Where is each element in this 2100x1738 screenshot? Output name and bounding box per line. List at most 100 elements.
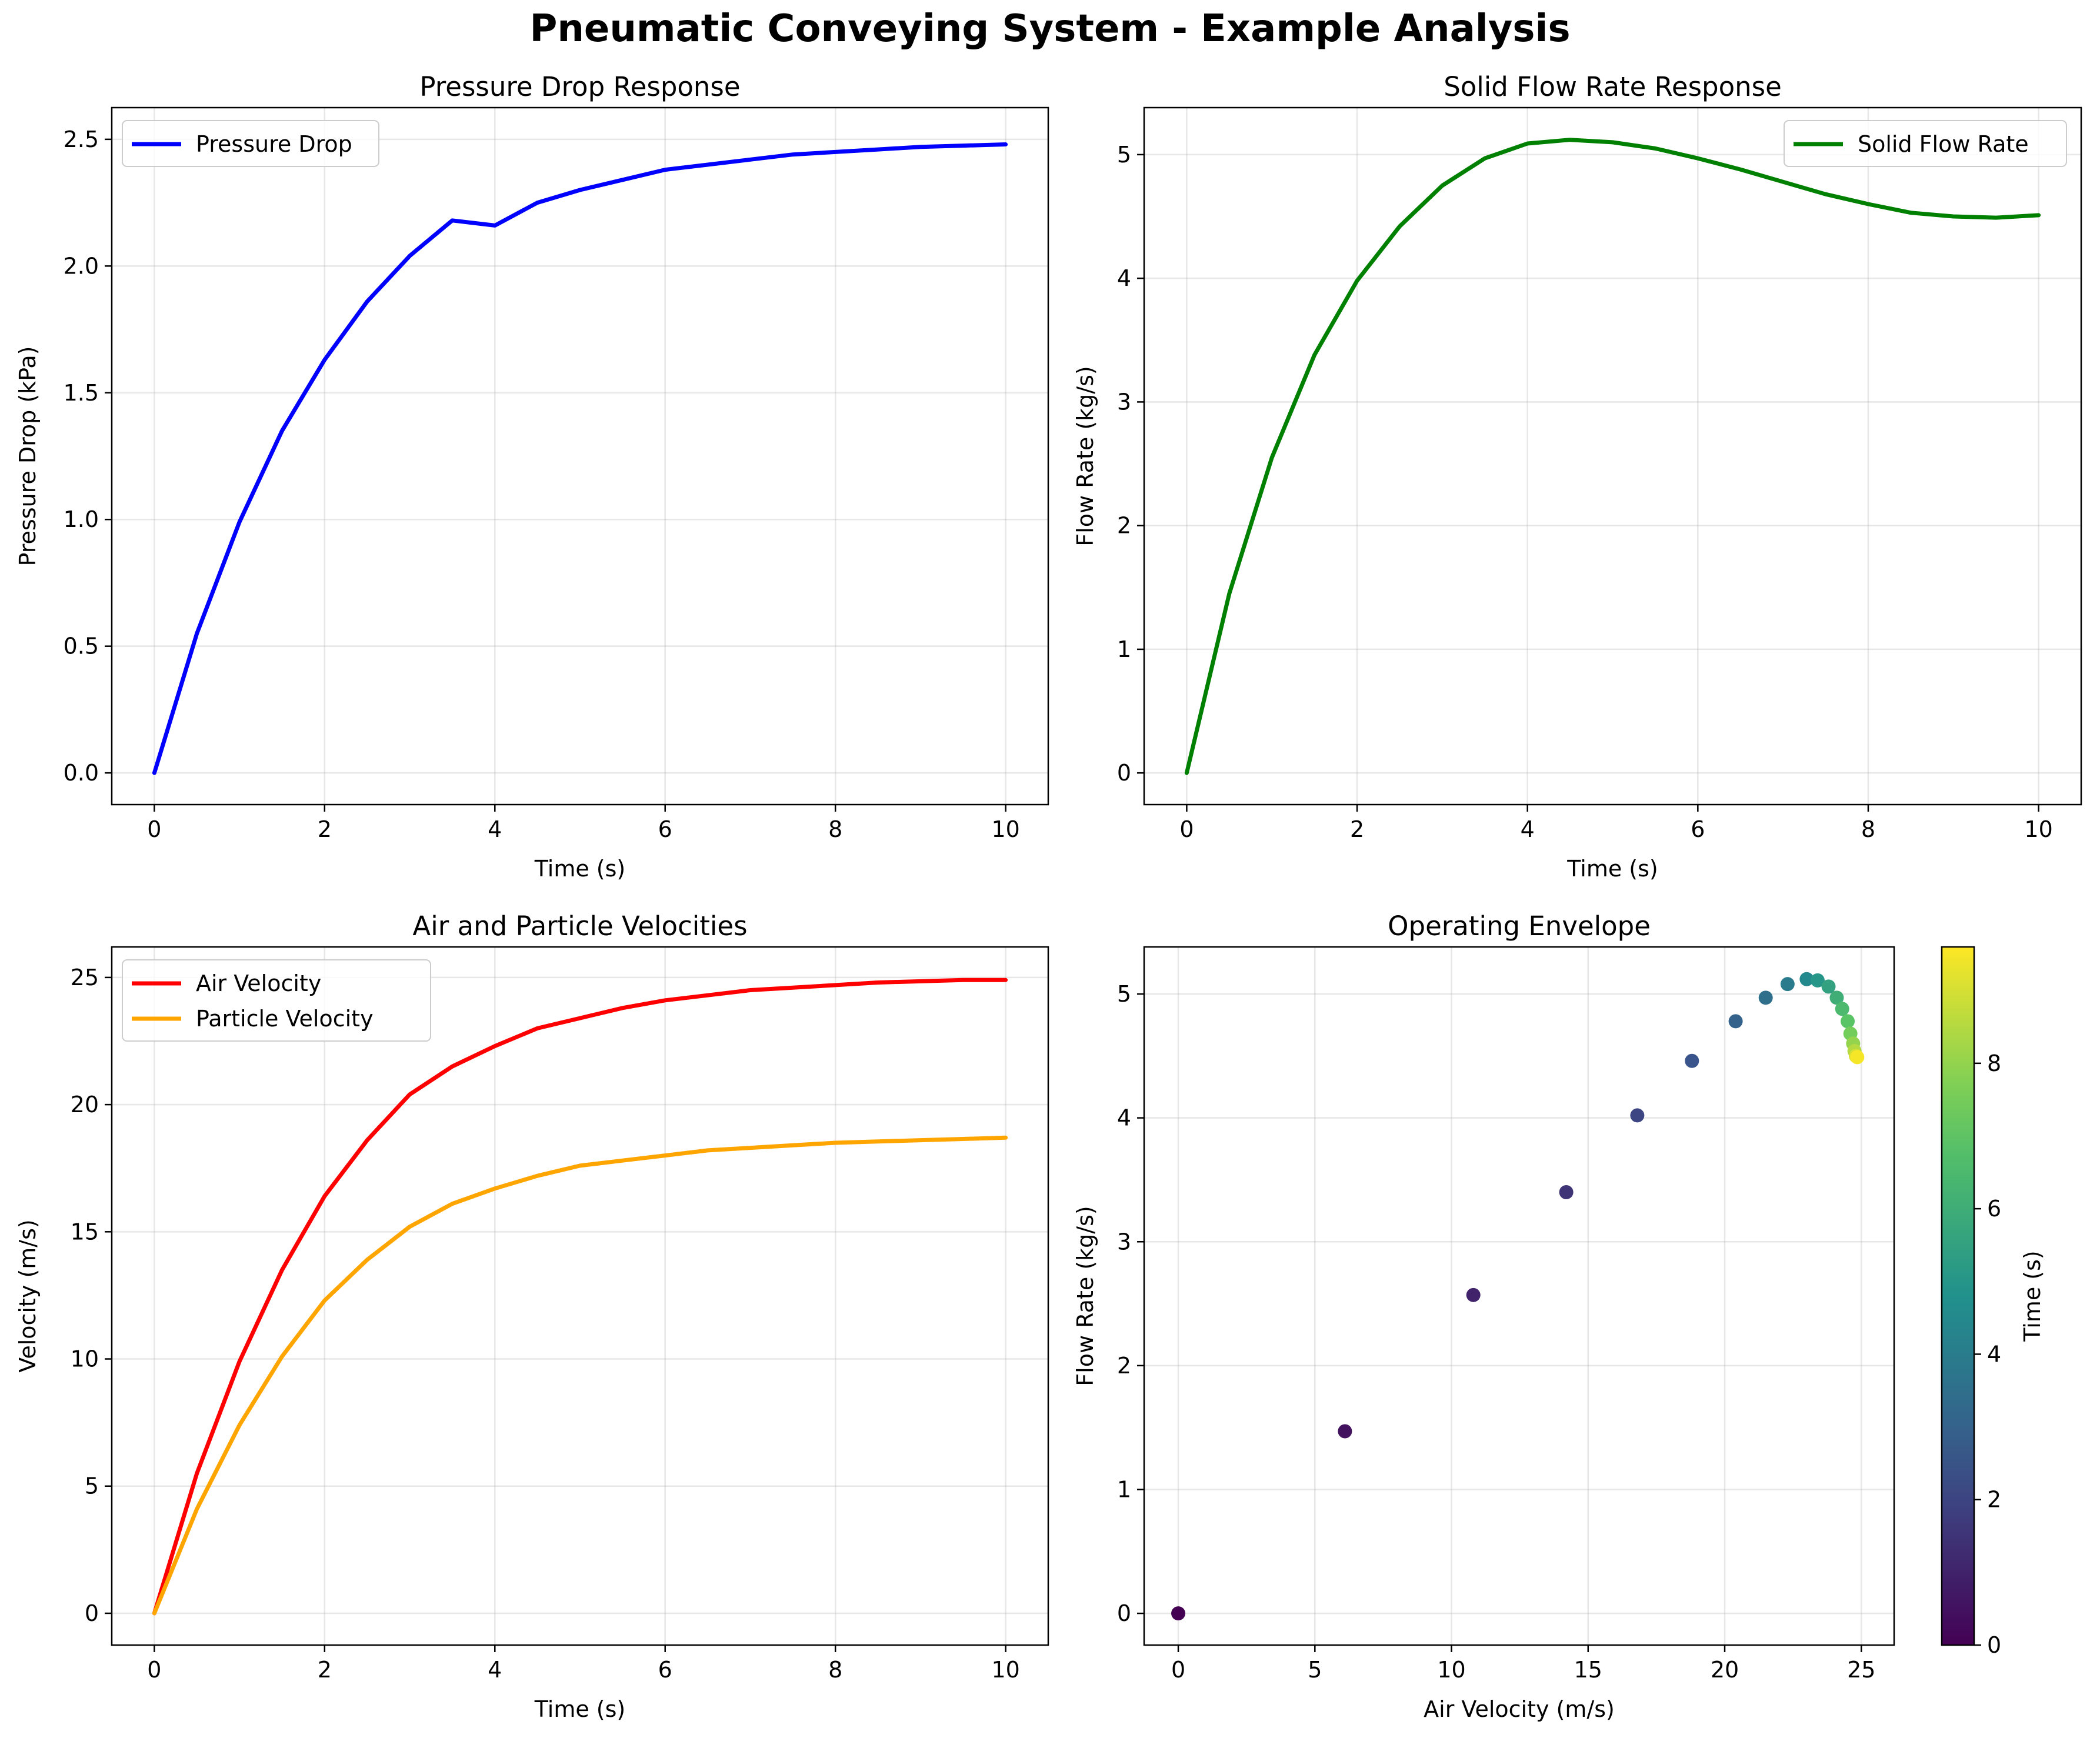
- x-tick-label: 8: [828, 1657, 842, 1683]
- x-tick-label: 4: [488, 816, 502, 842]
- y-axis-label: Velocity (m/s): [15, 1219, 41, 1372]
- axes-frame: [1143, 946, 1895, 1646]
- x-tick-label: 5: [1308, 1657, 1322, 1683]
- y-tick-label: 0: [1117, 1600, 1131, 1626]
- y-tick-label: 1: [1117, 636, 1131, 662]
- x-tick-label: 6: [1691, 816, 1705, 842]
- x-tick-label: 2: [1350, 816, 1364, 842]
- y-tick-label: 3: [1117, 1229, 1131, 1255]
- x-tick-label: 6: [658, 816, 672, 842]
- x-tick-label: 2: [318, 1657, 332, 1683]
- scatter-point: [1171, 1606, 1186, 1621]
- colorbar-label: Time (s): [2019, 1250, 2045, 1342]
- legend-label: Particle Velocity: [196, 1006, 374, 1032]
- chart-title: Solid Flow Rate Response: [1444, 71, 1782, 102]
- x-tick-label: 10: [2024, 816, 2052, 842]
- x-tick-label: 8: [1861, 816, 1875, 842]
- y-tick-label: 5: [85, 1473, 99, 1499]
- scatter-point: [1630, 1108, 1645, 1123]
- x-tick-label: 10: [1437, 1657, 1465, 1683]
- x-tick-label: 20: [1711, 1657, 1739, 1683]
- y-tick-label: 1.0: [64, 506, 99, 532]
- axes-frame: [111, 946, 1049, 1646]
- series-line-1: [1184, 138, 2041, 775]
- y-tick-label: 25: [71, 965, 99, 990]
- x-axis-label: Time (s): [534, 856, 626, 882]
- x-tick-label: 2: [318, 816, 332, 842]
- y-tick-label: 4: [1117, 1105, 1131, 1131]
- colorbar: [1941, 946, 1975, 1646]
- colorbar-tick-label: 4: [1987, 1341, 2001, 1367]
- y-tick-label: 3: [1117, 389, 1131, 415]
- x-axis-label: Time (s): [534, 1696, 626, 1722]
- axes-frame: [111, 106, 1049, 806]
- legend-label: Air Velocity: [196, 970, 321, 996]
- legend-box: [122, 120, 379, 167]
- x-axis-label: Time (s): [1566, 856, 1658, 882]
- legend-box: [122, 959, 431, 1042]
- chart-2: 0 2 4 6 8 10 0 1 2 3 4 5 Solid Flow Rate Response Tim…: [1072, 71, 2082, 882]
- x-tick-label: 4: [1521, 816, 1535, 842]
- scatter-point: [1829, 990, 1844, 1005]
- y-tick-label: 2.0: [64, 253, 99, 279]
- x-tick-label: 6: [658, 1657, 672, 1683]
- y-tick-label: 4: [1117, 265, 1131, 291]
- scatter-point: [1780, 977, 1795, 992]
- series-line-1: [152, 978, 1008, 1616]
- series-line-2: [152, 1135, 1008, 1616]
- x-tick-label: 10: [991, 816, 1019, 842]
- y-axis-label: Flow Rate (kg/s): [1072, 1206, 1098, 1386]
- chart-title: Operating Envelope: [1388, 910, 1651, 942]
- y-axis-label: Pressure Drop (kPa): [15, 346, 41, 566]
- y-tick-label: 0: [85, 1600, 99, 1626]
- scatter-point: [1466, 1287, 1481, 1302]
- y-tick-label: 0: [1117, 760, 1131, 786]
- scatter-point: [1821, 979, 1836, 994]
- legend-label: Pressure Drop: [196, 131, 352, 157]
- x-tick-label: 15: [1574, 1657, 1602, 1683]
- scatter-point: [1685, 1053, 1699, 1068]
- y-tick-label: 0.0: [64, 760, 99, 786]
- colorbar-tick-label: 2: [1987, 1487, 2001, 1513]
- x-tick-label: 4: [488, 1657, 502, 1683]
- legend-box: [1784, 120, 2067, 167]
- chart-4: 0 5 10 15 20 25 0 1 2 3 4 5 Operating Envelope Air Ve…: [1072, 910, 2045, 1722]
- scatter-point: [1559, 1185, 1574, 1200]
- chart-title: Air and Particle Velocities: [412, 910, 747, 942]
- y-tick-label: 0.5: [64, 633, 99, 659]
- scatter-point: [1850, 1050, 1865, 1065]
- figure-title: Pneumatic Conveying System - Example Ana…: [529, 7, 1571, 51]
- scatter-point: [1758, 990, 1773, 1005]
- chart-title: Pressure Drop Response: [419, 71, 740, 102]
- x-tick-label: 8: [828, 816, 842, 842]
- x-tick-label: 10: [991, 1657, 1019, 1683]
- chart-3: 0 2 4 6 8 10 0 5 10 15 20 25 Air and Particle Veloci…: [15, 910, 1049, 1722]
- x-tick-label: 0: [147, 816, 161, 842]
- y-tick-label: 2: [1117, 513, 1131, 539]
- x-tick-label: 0: [147, 1657, 161, 1683]
- y-tick-label: 15: [71, 1219, 99, 1245]
- legend-label: Solid Flow Rate: [1858, 131, 2029, 157]
- series-line-1: [152, 142, 1008, 775]
- scatter-point: [1810, 973, 1825, 988]
- scatter-point: [1799, 972, 1814, 986]
- y-tick-label: 10: [71, 1346, 99, 1372]
- y-tick-label: 1.5: [64, 380, 99, 406]
- y-tick-label: 1: [1117, 1476, 1131, 1502]
- x-axis-label: Air Velocity (m/s): [1424, 1696, 1615, 1722]
- axes-frame: [1143, 106, 2082, 806]
- y-tick-label: 20: [71, 1092, 99, 1117]
- scatter-point: [1338, 1424, 1352, 1439]
- scatter-point: [1835, 1002, 1849, 1016]
- x-tick-label: 25: [1847, 1657, 1875, 1683]
- y-axis-label: Flow Rate (kg/s): [1072, 366, 1098, 546]
- y-tick-label: 5: [1117, 981, 1131, 1007]
- colorbar-tick-label: 6: [1987, 1196, 2001, 1222]
- chart-1: 0 2 4 6 8 10 0.0 0.5 1.0 1.5 2.0 2.5 Pressure Drop R…: [15, 71, 1049, 882]
- scatter-point: [1728, 1014, 1743, 1029]
- y-tick-label: 5: [1117, 142, 1131, 168]
- scatter-point: [1841, 1014, 1855, 1029]
- colorbar-tick-label: 8: [1987, 1050, 2001, 1076]
- x-tick-label: 0: [1171, 1657, 1185, 1683]
